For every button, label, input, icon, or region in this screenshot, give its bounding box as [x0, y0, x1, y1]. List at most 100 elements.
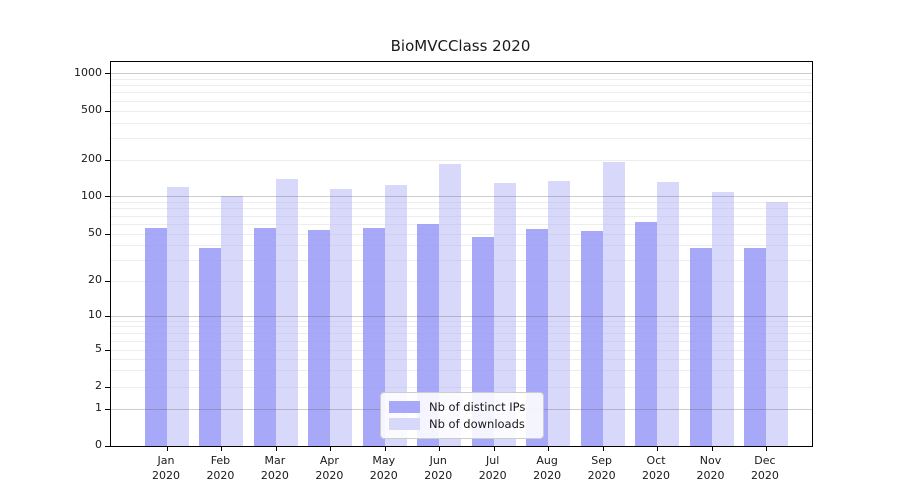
y-tick-mark [105, 386, 111, 388]
minor-gridline [111, 349, 812, 351]
bar-downloads [711, 192, 734, 446]
bar-downloads [384, 185, 407, 446]
bar-downloads [765, 201, 788, 446]
minor-gridline [111, 340, 812, 342]
y-tick-label: 0 [95, 438, 102, 451]
bar-distinct-ips [199, 248, 222, 446]
plot-area [105, 61, 813, 451]
bar-downloads [657, 181, 680, 446]
y-tick-mark [105, 408, 111, 410]
y-tick-mark [105, 110, 111, 112]
x-tick-label: May 2020 [369, 454, 398, 482]
x-tick-mark [275, 446, 277, 451]
x-tick-mark [330, 446, 332, 451]
x-tick-mark [493, 446, 495, 451]
bar-distinct-ips [145, 228, 167, 446]
x-tick-mark [439, 446, 441, 451]
y-tick-label: 20 [88, 273, 102, 286]
y-tick-label: 50 [88, 226, 102, 240]
minor-gridline [111, 245, 812, 247]
x-tick-label: Mar 2020 [260, 454, 289, 482]
bar-distinct-ips [743, 248, 766, 446]
legend-item: Nb of distinct IPs [389, 399, 535, 415]
x-tick-mark [765, 446, 767, 451]
x-tick-mark [602, 446, 604, 451]
bar-distinct-ips [308, 230, 331, 446]
y-tick-label: 1000 [74, 65, 102, 79]
x-tick-label: Jun 2020 [424, 454, 453, 482]
minor-gridline [111, 92, 812, 94]
y-tick-label: 5 [95, 342, 102, 355]
bar-distinct-ips [526, 229, 549, 446]
x-tick-mark [711, 446, 713, 451]
minor-gridline [111, 159, 812, 161]
y-tick-mark [105, 349, 111, 351]
x-tick-label: Jan 2020 [152, 454, 180, 482]
chart-title: BioMVCClass 2020 [390, 37, 531, 55]
bar-downloads [493, 182, 516, 446]
x-tick-mark [221, 446, 223, 451]
bar-distinct-ips [362, 228, 385, 446]
bar-distinct-ips [689, 248, 712, 446]
y-tick-label: 500 [81, 103, 102, 116]
legend-item: Nb of downloads [389, 416, 535, 432]
x-tick-label: Feb 2020 [206, 454, 235, 482]
x-tick-label: Sep 2020 [587, 454, 616, 482]
minor-gridline [111, 223, 812, 225]
x-tick-mark [548, 446, 550, 451]
x-tick-label: Nov 2020 [696, 454, 725, 482]
legend-swatch [389, 418, 420, 430]
x-tick-label: Apr 2020 [315, 454, 344, 482]
x-tick-label: Oct 2020 [642, 454, 671, 482]
y-tick-label: 10 [88, 308, 102, 321]
minor-gridline [111, 320, 812, 322]
legend-label: Nb of distinct IPs [429, 400, 526, 414]
y-tick-mark [105, 233, 111, 235]
y-tick-label: 200 [81, 152, 102, 166]
bar-distinct-ips [253, 228, 276, 446]
minor-gridline [111, 358, 812, 360]
x-tick-mark [167, 446, 168, 451]
bar-downloads [548, 180, 571, 446]
minor-gridline [111, 78, 812, 80]
minor-gridline [111, 110, 812, 112]
y-tick-label: 100 [81, 188, 102, 202]
minor-gridline [111, 215, 812, 217]
minor-gridline [111, 201, 812, 203]
minor-gridline [111, 100, 812, 102]
bar-distinct-ips [580, 231, 603, 446]
x-tick-mark [657, 446, 659, 451]
minor-gridline [111, 137, 812, 139]
bar-downloads [602, 161, 625, 446]
y-tick-mark [105, 159, 111, 161]
legend-swatch [389, 401, 420, 413]
minor-gridline [111, 386, 812, 388]
y-tick-mark [105, 445, 111, 447]
minor-gridline [111, 233, 812, 235]
x-tick-label: Jul 2020 [478, 454, 507, 482]
y-tick-label: 2 [95, 379, 102, 392]
x-tick-label: Aug 2020 [533, 454, 562, 482]
y-tick-mark [105, 73, 111, 75]
bar-distinct-ips [417, 223, 440, 446]
minor-gridline [111, 208, 812, 210]
minor-gridline [111, 370, 812, 372]
minor-gridline [111, 280, 812, 282]
bar-downloads [221, 196, 244, 446]
major-gridline [111, 315, 812, 317]
bar-downloads [275, 179, 298, 446]
bar-downloads [330, 188, 353, 446]
y-tick-label: 1 [95, 401, 102, 414]
bar-downloads [167, 187, 189, 446]
y-tick-mark [105, 196, 111, 198]
minor-gridline [111, 122, 812, 124]
bar-downloads [439, 164, 462, 446]
major-gridline [111, 73, 812, 75]
x-tick-mark [384, 446, 386, 451]
minor-gridline [111, 326, 812, 328]
minor-gridline [111, 259, 812, 261]
legend: Nb of distinct IPs Nb of downloads [380, 392, 544, 439]
minor-gridline [111, 85, 812, 87]
y-tick-mark [105, 315, 111, 317]
